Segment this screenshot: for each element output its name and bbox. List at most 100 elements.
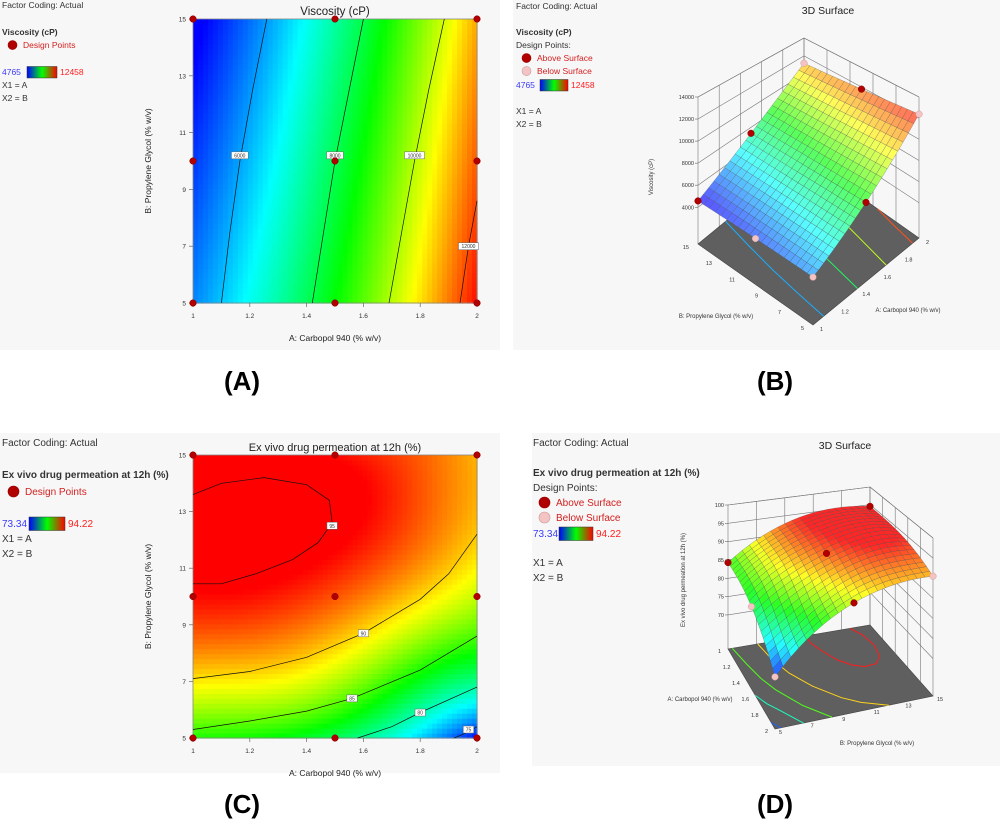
heatmap-cell xyxy=(327,579,334,585)
heatmap-cell xyxy=(317,584,324,590)
heatmap-cell xyxy=(227,203,234,209)
heatmap-cell xyxy=(202,534,209,540)
heatmap-cell xyxy=(362,228,368,234)
heatmap-cell xyxy=(417,178,423,185)
heatmap-cell xyxy=(427,93,433,100)
heatmap-cell xyxy=(292,73,299,80)
heatmap-cell xyxy=(212,693,219,699)
heatmap-cell xyxy=(447,163,453,170)
heatmap-cell xyxy=(312,469,319,476)
heatmap-cell xyxy=(237,223,244,229)
heatmap-cell xyxy=(222,138,229,145)
heatmap-cell xyxy=(417,19,423,25)
heatmap-cell xyxy=(442,238,448,244)
heatmap-cell xyxy=(227,123,234,130)
heatmap-cell xyxy=(267,258,274,264)
heatmap-cell xyxy=(282,534,289,540)
heatmap-cell xyxy=(302,455,309,461)
heatmap-cell xyxy=(212,298,219,304)
heatmap-cell xyxy=(267,623,274,630)
heatmap-cell xyxy=(207,574,214,580)
heatmap-cell xyxy=(247,218,254,224)
heatmap-cell xyxy=(457,43,463,50)
heatmap-cell xyxy=(222,223,229,229)
heatmap-cell xyxy=(457,53,463,60)
heatmap-cell xyxy=(247,253,254,259)
heatmap-cell xyxy=(462,113,468,120)
heatmap-cell xyxy=(432,253,438,259)
heatmap-cell xyxy=(212,118,219,125)
heatmap-cell xyxy=(352,78,359,85)
heatmap-cell xyxy=(442,63,448,70)
heatmap-cell xyxy=(257,598,264,605)
heatmap-cell xyxy=(297,223,304,229)
heatmap-cell xyxy=(302,554,309,560)
heatmap-cell xyxy=(232,484,239,491)
heatmap-cell xyxy=(307,455,314,461)
heatmap-cell xyxy=(193,653,199,660)
heatmap-cell xyxy=(347,158,354,165)
heatmap-cell xyxy=(272,103,279,110)
heatmap-cell xyxy=(262,544,269,550)
heatmap-cell xyxy=(257,623,264,630)
heatmap-cell xyxy=(427,268,433,274)
heatmap-cell xyxy=(417,98,423,105)
heatmap-cell xyxy=(382,28,388,35)
heatmap-cell xyxy=(252,459,259,466)
heatmap-cell xyxy=(362,203,368,209)
heatmap-cell xyxy=(237,509,244,516)
heatmap-cell xyxy=(193,628,199,635)
heatmap-cell xyxy=(262,539,269,545)
heatmap-cell xyxy=(202,613,209,620)
heatmap-cell xyxy=(272,514,279,521)
heatmap-cell xyxy=(307,459,314,466)
heatmap-cell xyxy=(452,73,458,80)
heatmap-cell xyxy=(247,213,254,219)
heatmap-cell xyxy=(442,98,448,105)
heatmap-cell xyxy=(342,63,349,70)
heatmap-cell xyxy=(402,88,408,95)
heatmap-cell xyxy=(322,688,329,694)
heatmap-cell xyxy=(197,33,204,40)
heatmap-cell xyxy=(267,228,274,234)
heatmap-cell xyxy=(247,688,254,694)
heatmap-cell xyxy=(317,713,324,719)
heatmap-cell xyxy=(407,38,413,45)
heatmap-cell xyxy=(207,128,214,135)
heatmap-cell xyxy=(277,623,284,630)
heatmap-cell xyxy=(267,569,274,575)
heatmap-cell xyxy=(452,298,458,304)
heatmap-cell xyxy=(267,539,274,545)
heatmap-cell xyxy=(362,263,368,269)
heatmap-cell xyxy=(387,273,393,279)
heatmap-cell xyxy=(257,608,264,615)
heatmap-cell xyxy=(327,728,334,734)
heatmap-cell xyxy=(232,544,239,550)
heatmap-cell xyxy=(387,238,393,244)
heatmap-cell xyxy=(222,153,229,160)
heatmap-cell xyxy=(317,98,324,105)
heatmap-cell xyxy=(277,98,284,105)
heatmap-cell xyxy=(312,173,319,180)
heatmap-cell xyxy=(397,278,403,284)
heatmap-cell xyxy=(342,88,349,95)
heatmap-cell xyxy=(472,93,478,100)
heatmap-cell xyxy=(212,663,219,670)
heatmap-cell xyxy=(307,658,314,665)
heatmap-cell xyxy=(382,233,388,239)
heatmap-cell xyxy=(337,103,344,110)
heatmap-cell xyxy=(202,603,209,610)
heatmap-cell xyxy=(287,53,294,60)
heatmap-cell xyxy=(337,53,344,60)
heatmap-cell xyxy=(237,283,244,289)
heatmap-cell xyxy=(462,38,468,45)
heatmap-cell xyxy=(367,28,373,35)
heatmap-cell xyxy=(207,68,214,75)
heatmap-cell xyxy=(193,178,199,185)
heatmap-cell xyxy=(252,53,259,60)
heatmap-cell xyxy=(342,123,349,130)
heatmap-cell xyxy=(257,673,264,680)
heatmap-cell xyxy=(312,464,319,471)
heatmap-cell xyxy=(227,728,234,734)
heatmap-cell xyxy=(282,73,289,80)
